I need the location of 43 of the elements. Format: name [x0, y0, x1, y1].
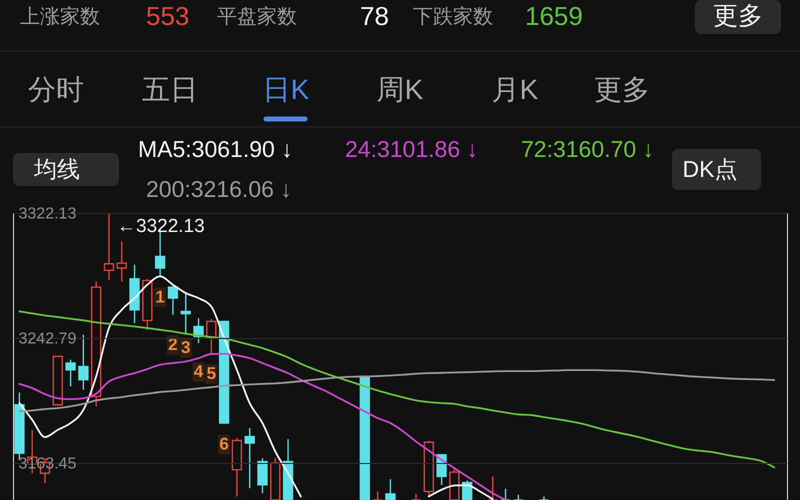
text: MA5:3061.90 ↓ [138, 136, 293, 162]
candlestick [513, 494, 524, 500]
text: 5 [206, 364, 216, 384]
text: 72:3160.70 ↓ [521, 136, 654, 162]
text: 1659 [525, 1, 583, 31]
candlestick [488, 476, 498, 500]
candlestick [244, 427, 255, 489]
text: 分时 [28, 74, 84, 105]
text: 五日 [142, 74, 198, 105]
candlestick [372, 490, 383, 500]
candlestick [104, 212, 114, 280]
text: 日K [262, 74, 310, 105]
text: 553 [146, 1, 190, 31]
text: 3 [180, 338, 190, 358]
text: DK点 [682, 156, 738, 182]
text: 1 [155, 287, 165, 306]
text: 78 [360, 1, 389, 31]
y-tick-label: 3242.79 [18, 330, 76, 348]
candlestick [65, 359, 76, 388]
text: 下跌家数 [413, 6, 493, 28]
text: 周K [376, 74, 424, 105]
candlestick [257, 457, 268, 494]
text: 200:3216.06 ↓ [146, 176, 292, 202]
candlestick [462, 480, 472, 500]
candlestick [500, 488, 511, 500]
y-tick-label: 3163.45 [18, 456, 76, 473]
candlestick [385, 478, 396, 500]
text: 上涨家数 [20, 6, 100, 28]
text: 4 [194, 362, 204, 382]
candlestick [168, 285, 178, 316]
y-tick-label: 3322.13 [18, 206, 76, 222]
candlestick [180, 292, 191, 334]
candlestick [78, 334, 89, 390]
text: 更多 [594, 74, 650, 105]
text: 平盘家数 [217, 6, 297, 28]
text: 24:3101.86 ↓ [345, 136, 478, 162]
candlestick [116, 240, 127, 282]
text: 月K [492, 74, 539, 105]
annotation: ←3322.13 [117, 216, 205, 237]
text: 6 [219, 434, 229, 454]
text: 均线 [33, 156, 80, 182]
line-series [18, 310, 776, 468]
text: 更多 [713, 2, 763, 30]
